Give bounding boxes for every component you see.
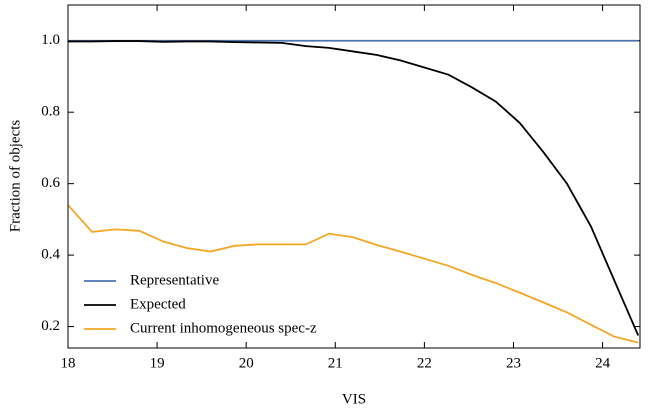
x-tick-label: 18 — [61, 355, 76, 371]
y-tick-label: 0.4 — [41, 247, 60, 263]
series-line — [68, 40, 640, 336]
legend-label: Representative — [130, 272, 219, 288]
x-axis-label: VIS — [342, 391, 366, 407]
plot-frame — [67, 4, 641, 349]
x-tick-label: 22 — [417, 355, 432, 371]
y-tick-label: 0.8 — [41, 104, 60, 120]
x-tick-label: 24 — [595, 355, 611, 371]
y-tick-label: 0.6 — [41, 175, 60, 191]
y-axis-label: Fraction of objects — [7, 120, 23, 233]
y-tick-label: 1.0 — [41, 32, 60, 48]
x-tick-label: 19 — [150, 355, 165, 371]
legend-label: Expected — [130, 296, 186, 312]
x-tick-label: 21 — [328, 355, 343, 371]
series-line — [67, 204, 639, 344]
x-tick-label: 20 — [239, 355, 254, 371]
y-tick-label: 0.2 — [41, 318, 60, 334]
legend-label: Current inhomogeneous spec-z — [130, 320, 317, 336]
x-tick-label: 23 — [506, 355, 521, 371]
